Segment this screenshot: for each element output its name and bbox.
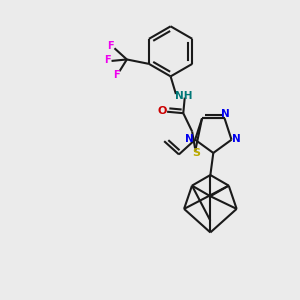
- Text: F: F: [107, 41, 114, 51]
- Text: F: F: [113, 70, 120, 80]
- Text: S: S: [192, 148, 200, 158]
- Text: NH: NH: [175, 91, 192, 100]
- Text: N: N: [185, 134, 194, 144]
- Text: N: N: [232, 134, 241, 144]
- Text: F: F: [104, 55, 111, 65]
- Text: N: N: [221, 109, 230, 119]
- Text: O: O: [157, 106, 167, 116]
